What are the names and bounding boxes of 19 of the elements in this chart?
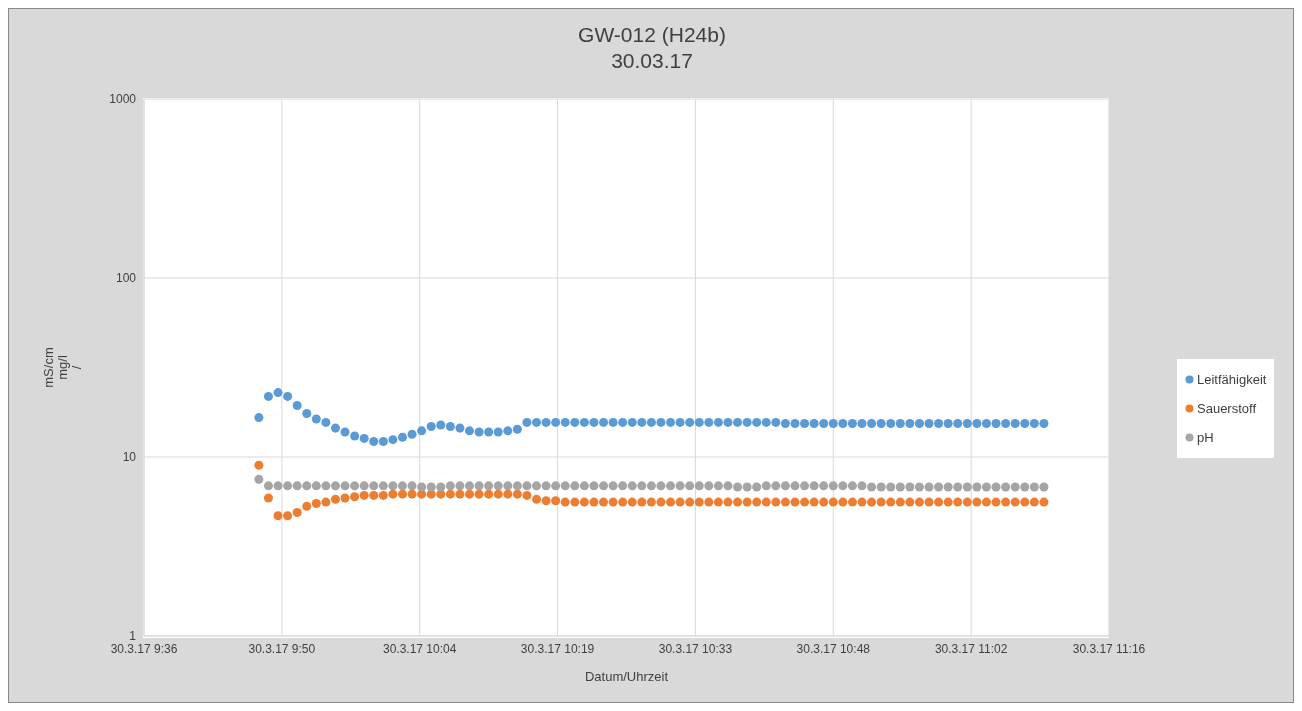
x-tick-label: 30.3.17 10:04: [383, 641, 457, 656]
x-tick-label: 30.3.17 10:48: [796, 641, 871, 656]
y-axis-title: mS/cm mg/l /: [41, 347, 84, 388]
x-tick-label: 30.3.17 11:16: [1072, 641, 1146, 656]
legend-label: Leitfähigkeit: [1197, 372, 1267, 387]
x-tick-label: 30.3.17 10:33: [658, 641, 733, 656]
y-tick-label: 10: [122, 450, 137, 465]
chart-title: GW-012 (H24b): [577, 23, 727, 47]
y-tick-label: 1000: [109, 92, 137, 107]
x-tick-label: 30.3.17 9:50: [248, 641, 316, 656]
x-tick-label: 30.3.17 11:02: [934, 641, 1008, 656]
x-axis-title: Datum/Uhrzeit: [584, 669, 669, 685]
y-tick-label: 100: [115, 271, 137, 286]
legend-label: Sauerstoff: [1197, 401, 1257, 416]
x-tick-label: 30.3.17 9:36: [110, 641, 178, 656]
chart-subtitle: 30.03.17: [610, 49, 694, 73]
y-tick-label: 1: [129, 629, 137, 644]
legend-label: pH: [1197, 430, 1214, 445]
x-tick-label: 30.3.17 10:19: [520, 641, 595, 656]
